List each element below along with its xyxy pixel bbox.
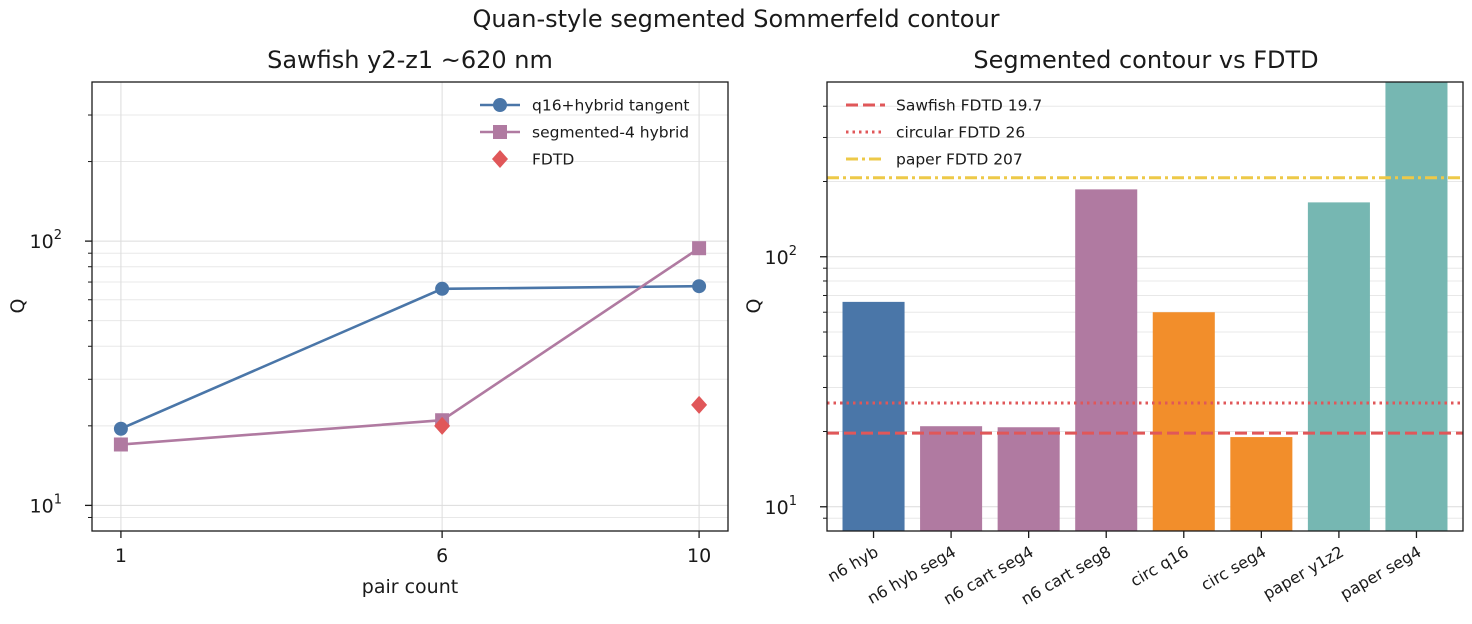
left-chart-xtick-label: 10	[687, 545, 711, 567]
left-legend-label: segmented-4 hybrid	[532, 124, 689, 142]
left-chart-xlabel: pair count	[362, 576, 458, 598]
right-chart-bar	[842, 301, 905, 531]
right-chart-1-ytick-exp: 2	[789, 244, 797, 259]
right-legend-label: paper FDTD 207	[896, 151, 1023, 169]
left-chart-0-ytick-exp: 1	[54, 492, 62, 507]
right-chart-1-ytick-exp: 1	[789, 494, 797, 509]
right-chart-category-label: n6 hyb	[824, 542, 881, 586]
left-chart-xtick-label: 6	[436, 545, 448, 567]
left-legend-label: q16+hybrid tangent	[532, 97, 690, 115]
left-chart-point-0	[692, 279, 707, 294]
figure-suptitle: Quan-style segmented Sommerfeld contour	[472, 5, 999, 33]
left-chart-legend: q16+hybrid tangent segmented-4 hybrid FDTD	[480, 97, 690, 169]
right-chart-frame	[826, 81, 1464, 532]
right-chart-legend: Sawfish FDTD 19.7 circular FDTD 26 paper F…	[846, 97, 1042, 169]
left-legend-marker	[492, 150, 508, 168]
right-chart-bar	[920, 426, 983, 531]
left-chart-xtick-label: 1	[115, 545, 127, 567]
left-chart-point-1	[113, 437, 128, 452]
right-chart-1-ytick-base: 10	[765, 497, 789, 519]
right-chart-bar	[1152, 312, 1215, 531]
right-chart-category-label: paper y1z2	[1260, 542, 1347, 603]
right-chart-bar	[1075, 189, 1138, 531]
left-legend-marker	[493, 125, 507, 139]
right-chart-marks	[827, 82, 1463, 531]
right-chart-1-ytick-base: 10	[765, 247, 789, 269]
right-chart-ylabel: Q	[743, 299, 765, 314]
right-chart-bar	[1307, 202, 1370, 531]
left-chart-0-ytick-base: 10	[30, 495, 54, 517]
left-chart-0-ytick-label: 101	[30, 492, 62, 517]
left-chart-point-2	[434, 416, 451, 435]
right-chart-1-ytick-label: 102	[765, 244, 797, 269]
left-chart-point-0	[113, 421, 128, 436]
left-chart-grid	[92, 82, 728, 531]
left-chart-point-2	[691, 395, 708, 414]
left-chart-point-0	[435, 281, 450, 296]
right-chart-category-label: paper seg4	[1337, 542, 1425, 604]
right-legend-label: circular FDTD 26	[896, 124, 1025, 142]
right-chart-bar	[997, 427, 1060, 531]
left-legend-marker	[493, 98, 507, 112]
right-chart-bar	[1230, 437, 1293, 531]
left-chart-marks	[113, 241, 708, 452]
left-chart-point-1	[692, 241, 707, 256]
left-chart-frame	[91, 81, 729, 532]
right-chart-1-ytick-label: 101	[765, 494, 797, 519]
right-chart-category-label: circ q16	[1127, 542, 1192, 590]
left-legend-label: FDTD	[532, 151, 574, 169]
left-chart-ylabel: Q	[7, 299, 29, 314]
left-chart-0-ytick-label: 102	[30, 228, 62, 253]
left-chart-title: Sawfish y2-z1 ~620 nm	[267, 46, 553, 74]
right-chart-title: Segmented contour vs FDTD	[973, 46, 1318, 74]
left-chart-0-ytick-exp: 2	[54, 228, 62, 243]
right-legend-label: Sawfish FDTD 19.7	[896, 97, 1042, 115]
left-chart-0-ytick-base: 10	[30, 231, 54, 253]
right-chart-bar	[1385, 82, 1448, 531]
